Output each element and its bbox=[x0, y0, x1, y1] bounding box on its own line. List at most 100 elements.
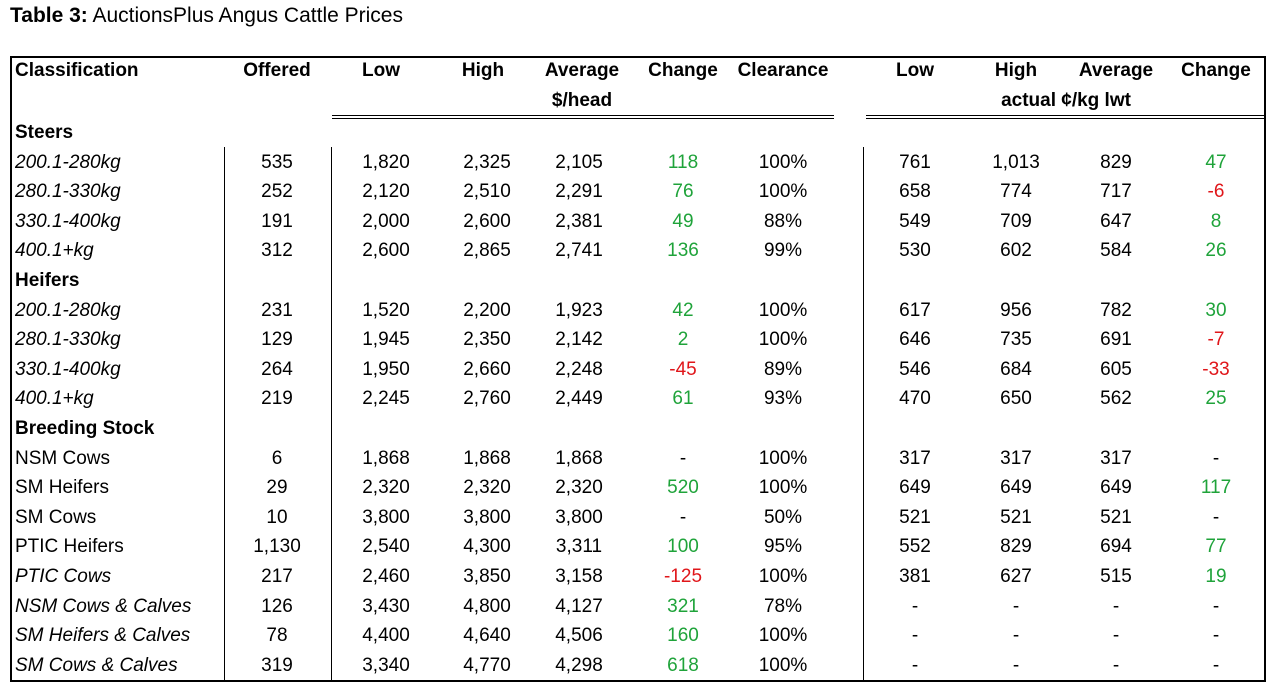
cell-low: 2,120 bbox=[362, 181, 410, 202]
cell-high: 2,320 bbox=[463, 477, 511, 498]
cell-average-kg: 521 bbox=[1100, 507, 1132, 528]
cell-high-kg: 735 bbox=[1000, 329, 1032, 350]
cell-high: 3,850 bbox=[463, 566, 511, 587]
cell-offered: 264 bbox=[261, 359, 293, 380]
row-label: SM Heifers & Calves bbox=[15, 625, 191, 646]
cell-change-kg: 117 bbox=[1200, 477, 1232, 498]
cell-change: 520 bbox=[667, 477, 699, 498]
row-label: 400.1+kg bbox=[15, 240, 94, 261]
header-clearance: Clearance bbox=[737, 60, 829, 81]
cell-high: 2,510 bbox=[463, 181, 511, 202]
cell-clearance: 95% bbox=[763, 536, 803, 557]
rule-head-bottom bbox=[332, 118, 834, 119]
cell-change-kg: 8 bbox=[1210, 211, 1222, 232]
cell-offered: 191 bbox=[261, 211, 293, 232]
cell-high: 2,350 bbox=[463, 329, 511, 350]
cell-change: - bbox=[679, 507, 687, 528]
row-label: 400.1+kg bbox=[15, 388, 94, 409]
cell-low-kg: 658 bbox=[899, 181, 931, 202]
cell-average: 4,506 bbox=[555, 625, 603, 646]
table-number: Table 3: bbox=[10, 4, 88, 27]
cell-low-kg: 530 bbox=[899, 240, 931, 261]
cell-change: 42 bbox=[672, 300, 694, 321]
cell-clearance: 78% bbox=[763, 596, 803, 617]
cell-change: -125 bbox=[663, 566, 703, 587]
cell-change-kg: - bbox=[1212, 448, 1220, 469]
cell-low-kg: 317 bbox=[899, 448, 931, 469]
cell-low: 3,800 bbox=[362, 507, 410, 528]
cell-offered: 217 bbox=[261, 566, 293, 587]
cell-average: 4,127 bbox=[555, 596, 603, 617]
cell-average: 2,105 bbox=[555, 152, 603, 173]
cell-offered: 10 bbox=[266, 507, 288, 528]
cell-offered: 312 bbox=[261, 240, 293, 261]
cell-clearance: 100% bbox=[758, 655, 808, 676]
cell-high-kg: 1,013 bbox=[992, 152, 1040, 173]
cell-clearance: 93% bbox=[763, 388, 803, 409]
cell-high-kg: 627 bbox=[1000, 566, 1032, 587]
cell-clearance: 100% bbox=[758, 625, 808, 646]
cell-low-kg: 381 bbox=[899, 566, 931, 587]
cell-average-kg: 649 bbox=[1100, 477, 1132, 498]
header-classification: Classification bbox=[15, 60, 139, 81]
cell-average-kg: - bbox=[1112, 625, 1120, 646]
cell-clearance: 100% bbox=[758, 448, 808, 469]
row-label: NSM Cows & Calves bbox=[15, 596, 192, 617]
cell-low: 1,520 bbox=[362, 300, 410, 321]
cell-change-kg: 25 bbox=[1205, 388, 1227, 409]
table-caption: AuctionsPlus Angus Cattle Prices bbox=[92, 4, 403, 27]
rule-head-top bbox=[332, 115, 834, 116]
row-label: PTIC Cows bbox=[15, 566, 112, 587]
header-low: Low bbox=[362, 60, 400, 81]
row-label: PTIC Heifers bbox=[15, 536, 124, 557]
table-title: Table 3: AuctionsPlus Angus Cattle Price… bbox=[10, 4, 403, 28]
cell-high-kg: - bbox=[1012, 625, 1020, 646]
cell-high-kg: 684 bbox=[1000, 359, 1032, 380]
cell-high: 2,865 bbox=[463, 240, 511, 261]
section-label: Breeding Stock bbox=[15, 418, 155, 439]
header-change-kg: Change bbox=[1181, 60, 1251, 81]
row-label: 330.1-400kg bbox=[15, 359, 121, 380]
cell-average: 2,248 bbox=[555, 359, 603, 380]
cell-low: 2,320 bbox=[362, 477, 410, 498]
cell-offered: 319 bbox=[261, 655, 293, 676]
cell-clearance: 89% bbox=[763, 359, 803, 380]
unit-per-kg: actual ¢/kg lwt bbox=[1001, 90, 1131, 111]
cell-low: 2,540 bbox=[362, 536, 410, 557]
cell-high-kg: 650 bbox=[1000, 388, 1032, 409]
cell-high: 2,600 bbox=[463, 211, 511, 232]
cell-clearance: 88% bbox=[763, 211, 803, 232]
cell-high: 2,325 bbox=[463, 152, 511, 173]
cell-high-kg: 956 bbox=[1000, 300, 1032, 321]
header-high: High bbox=[461, 60, 505, 81]
cell-change: -45 bbox=[669, 359, 697, 380]
cell-high-kg: 602 bbox=[1000, 240, 1032, 261]
row-label: NSM Cows bbox=[15, 448, 111, 469]
cell-average-kg: 694 bbox=[1100, 536, 1132, 557]
cell-clearance: 100% bbox=[758, 300, 808, 321]
cell-average: 3,158 bbox=[555, 566, 603, 587]
cell-change-kg: -7 bbox=[1207, 329, 1225, 350]
cell-change: 118 bbox=[667, 152, 699, 173]
cell-low-kg: 546 bbox=[899, 359, 931, 380]
cell-change: 100 bbox=[667, 536, 699, 557]
cell-change-kg: 19 bbox=[1205, 566, 1227, 587]
cell-offered: 78 bbox=[266, 625, 288, 646]
cell-change-kg: 30 bbox=[1205, 300, 1227, 321]
header-offered: Offered bbox=[243, 60, 311, 81]
cell-change-kg: - bbox=[1212, 655, 1220, 676]
row-label: 280.1-330kg bbox=[15, 181, 121, 202]
cell-low-kg: - bbox=[911, 655, 919, 676]
unit-per-head: $/head bbox=[551, 90, 613, 111]
cell-average-kg: 717 bbox=[1100, 181, 1132, 202]
cell-offered: 29 bbox=[266, 477, 288, 498]
cell-high-kg: - bbox=[1012, 655, 1020, 676]
cell-average: 4,298 bbox=[555, 655, 603, 676]
cell-offered: 126 bbox=[261, 596, 293, 617]
cell-low: 1,820 bbox=[362, 152, 410, 173]
cell-offered: 252 bbox=[261, 181, 293, 202]
row-label: SM Cows bbox=[15, 507, 97, 528]
row-label: 200.1-280kg bbox=[15, 300, 121, 321]
row-label: 200.1-280kg bbox=[15, 152, 121, 173]
cell-low: 3,430 bbox=[362, 596, 410, 617]
